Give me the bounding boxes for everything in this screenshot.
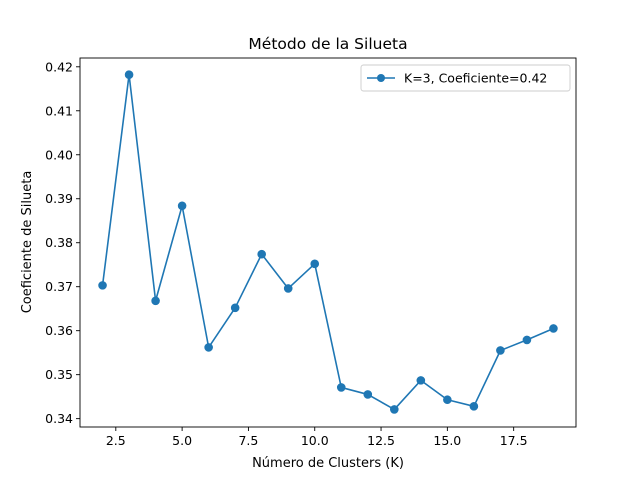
legend-marker-swatch <box>377 74 385 82</box>
legend-box <box>360 64 571 92</box>
x-tick-label: 12.5 <box>367 433 395 448</box>
x-tick-label: 5.0 <box>172 433 192 448</box>
y-tick-label: 0.35 <box>45 367 73 382</box>
data-point <box>390 405 399 414</box>
data-point <box>496 346 505 355</box>
x-tick-label: 7.5 <box>238 433 258 448</box>
data-point <box>177 201 187 211</box>
x-tick-label: 10.0 <box>301 433 329 448</box>
data-point <box>204 343 213 352</box>
plot-area: 2.5 5.0 7.5 10.0 12.5 15.0 17.5 0.34 0.35 0.36 0.3… <box>45 57 577 448</box>
y-tick-label: 0.36 <box>45 323 73 338</box>
y-tick-label: 0.37 <box>45 279 73 294</box>
y-tick-label: 0.42 <box>45 59 73 74</box>
data-point <box>151 296 160 306</box>
data-point <box>336 383 346 392</box>
data-point <box>443 395 452 405</box>
y-tick-label: 0.39 <box>45 191 73 206</box>
y-tick-label: 0.38 <box>45 235 73 250</box>
y-tick-label: 0.40 <box>45 147 73 162</box>
data-point <box>124 70 134 80</box>
y-axis-label: Coeficiente de Silueta <box>20 171 35 314</box>
y-tick-label: 0.34 <box>45 411 73 426</box>
chart-title: Método de la Silueta <box>248 35 407 53</box>
data-point <box>283 284 293 293</box>
data-point <box>310 259 320 269</box>
data-point <box>230 303 240 313</box>
series-line <box>101 73 554 411</box>
x-tick-label: 2.5 <box>106 433 126 448</box>
data-point <box>98 281 107 290</box>
legend-label: K=3, Coeficiente=0.42 <box>404 71 547 86</box>
x-tick-label: 17.5 <box>500 433 528 448</box>
x-tick-label: 15.0 <box>433 433 461 448</box>
y-tick-label: 0.41 <box>45 103 73 118</box>
data-point <box>549 324 558 333</box>
data-point <box>469 402 479 411</box>
data-point <box>416 376 426 385</box>
data-point <box>522 335 532 345</box>
data-point <box>363 390 373 399</box>
x-axis-label: Número de Clusters (K) <box>252 456 404 471</box>
data-point <box>257 249 266 259</box>
